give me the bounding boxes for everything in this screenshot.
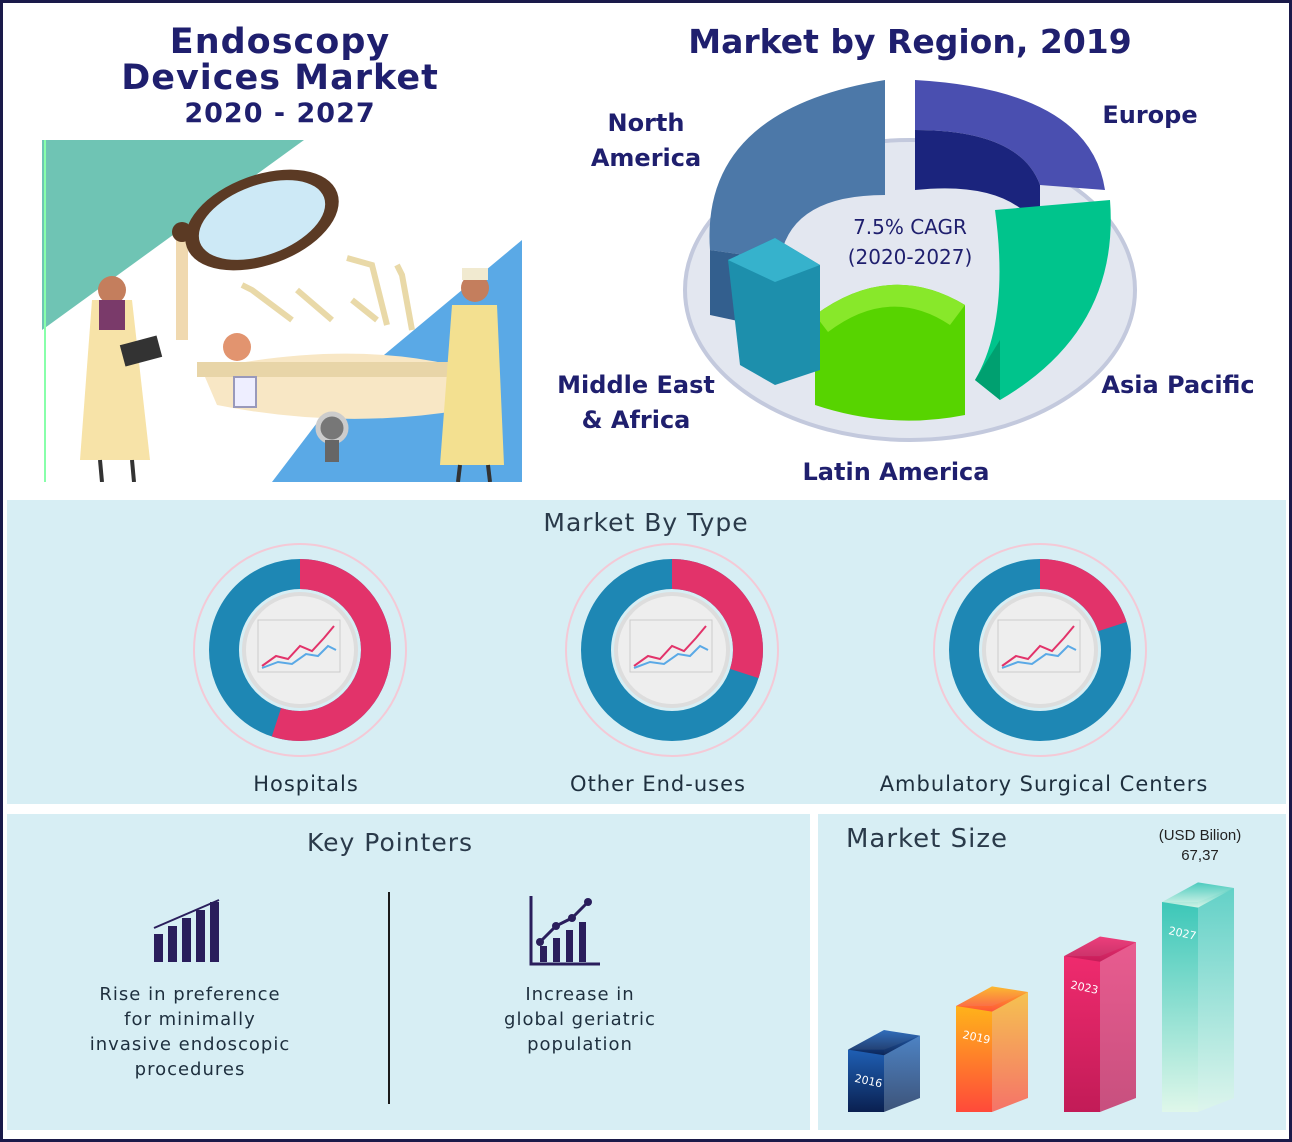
lamp-glass — [198, 180, 326, 260]
type-donut-hospitals — [193, 543, 407, 757]
mini-line-chart-icon — [257, 619, 341, 673]
pointer-1-line-3: invasive endoscopic — [89, 1034, 291, 1055]
market-size-bar-2023: 2023 — [1064, 936, 1136, 1112]
market-size-year-label: 2027 — [1167, 924, 1197, 943]
region-label-europe: Europe — [1102, 101, 1198, 129]
region-label-mea-1: Middle East — [557, 371, 715, 399]
type-donut-other-end-uses — [565, 543, 779, 757]
key-pointers-panel — [7, 814, 810, 1130]
donut-share-other-end-uses — [581, 559, 763, 741]
region-label-north-america-2: America — [590, 144, 702, 172]
region-label-north-america-1: North — [607, 109, 685, 137]
region-label-mea-2: & Africa — [581, 406, 691, 434]
doctor-left — [80, 300, 150, 460]
region-label-asia-pacific: Asia Pacific — [1101, 371, 1255, 399]
robot-arms — [240, 255, 415, 331]
type-label-ambulatory: Ambulatory Surgical Centers — [879, 772, 1209, 796]
region-label-latin-america: Latin America — [802, 458, 990, 486]
operating-room-illustration — [42, 140, 522, 482]
cagr-line-2: (2020-2027) — [847, 245, 973, 269]
mini-line-chart-icon — [629, 619, 713, 673]
region-chart-title: Market by Region, 2019 — [688, 22, 1132, 61]
title-years: 2020 - 2027 — [184, 98, 376, 129]
market-size-bar-chart: 2016 2019 2023 2027 — [848, 882, 1234, 1112]
monitor-device — [233, 376, 257, 408]
pointer-2-line-2: global geriatric — [504, 1009, 656, 1030]
key-pointers-heading: Key Pointers — [306, 828, 474, 857]
region-donut-chart — [683, 80, 1137, 442]
market-by-type-heading: Market By Type — [543, 508, 749, 537]
market-size-heading: Market Size — [846, 824, 1009, 854]
title-line-2: Devices Market — [121, 58, 439, 98]
type-label-other-end-uses: Other End-uses — [570, 772, 746, 796]
market-size-bar-2016: 2016 — [848, 1030, 920, 1112]
pointer-divider — [388, 892, 390, 1104]
pointer-1-line-4: procedures — [134, 1059, 246, 1080]
market-size-unit: (USD Bilion) — [1158, 827, 1242, 844]
market-size-year-label: 2016 — [853, 1072, 883, 1091]
pointer-1-line-1: Rise in preference — [99, 984, 281, 1005]
region-segment-europe — [915, 80, 1105, 190]
pointer-2-line-1: Increase in — [525, 984, 635, 1005]
region-segment-latin-america — [815, 284, 965, 421]
market-size-bar-2027: 2027 — [1162, 882, 1234, 1112]
bar-chart-icon — [153, 899, 220, 962]
market-size-bar-2019: 2019 — [956, 986, 1028, 1112]
market-size-top-value: 67,37 — [1181, 847, 1219, 864]
region-segment-middle-east-africa — [728, 238, 820, 385]
mini-line-chart-icon — [997, 619, 1081, 673]
type-label-hospitals: Hospitals — [253, 772, 359, 796]
donut-share-hospitals — [209, 559, 391, 741]
growth-chart-icon — [529, 896, 600, 966]
donut-share-ambulatory — [949, 559, 1131, 741]
pointer-2-line-3: population — [527, 1034, 633, 1055]
title-line-1: Endoscopy — [169, 22, 391, 62]
type-donut-ambulatory — [933, 543, 1147, 757]
pointer-1-line-2: for minimally — [124, 1009, 256, 1030]
region-segment-asia-pacific — [975, 200, 1111, 400]
region-segment-north-america — [709, 80, 885, 260]
market-size-year-label: 2019 — [961, 1028, 991, 1047]
doctor-right — [440, 305, 504, 465]
patient-head — [223, 333, 251, 361]
cagr-line-1: 7.5% CAGR — [853, 215, 967, 239]
market-size-year-label: 2023 — [1069, 978, 1099, 997]
